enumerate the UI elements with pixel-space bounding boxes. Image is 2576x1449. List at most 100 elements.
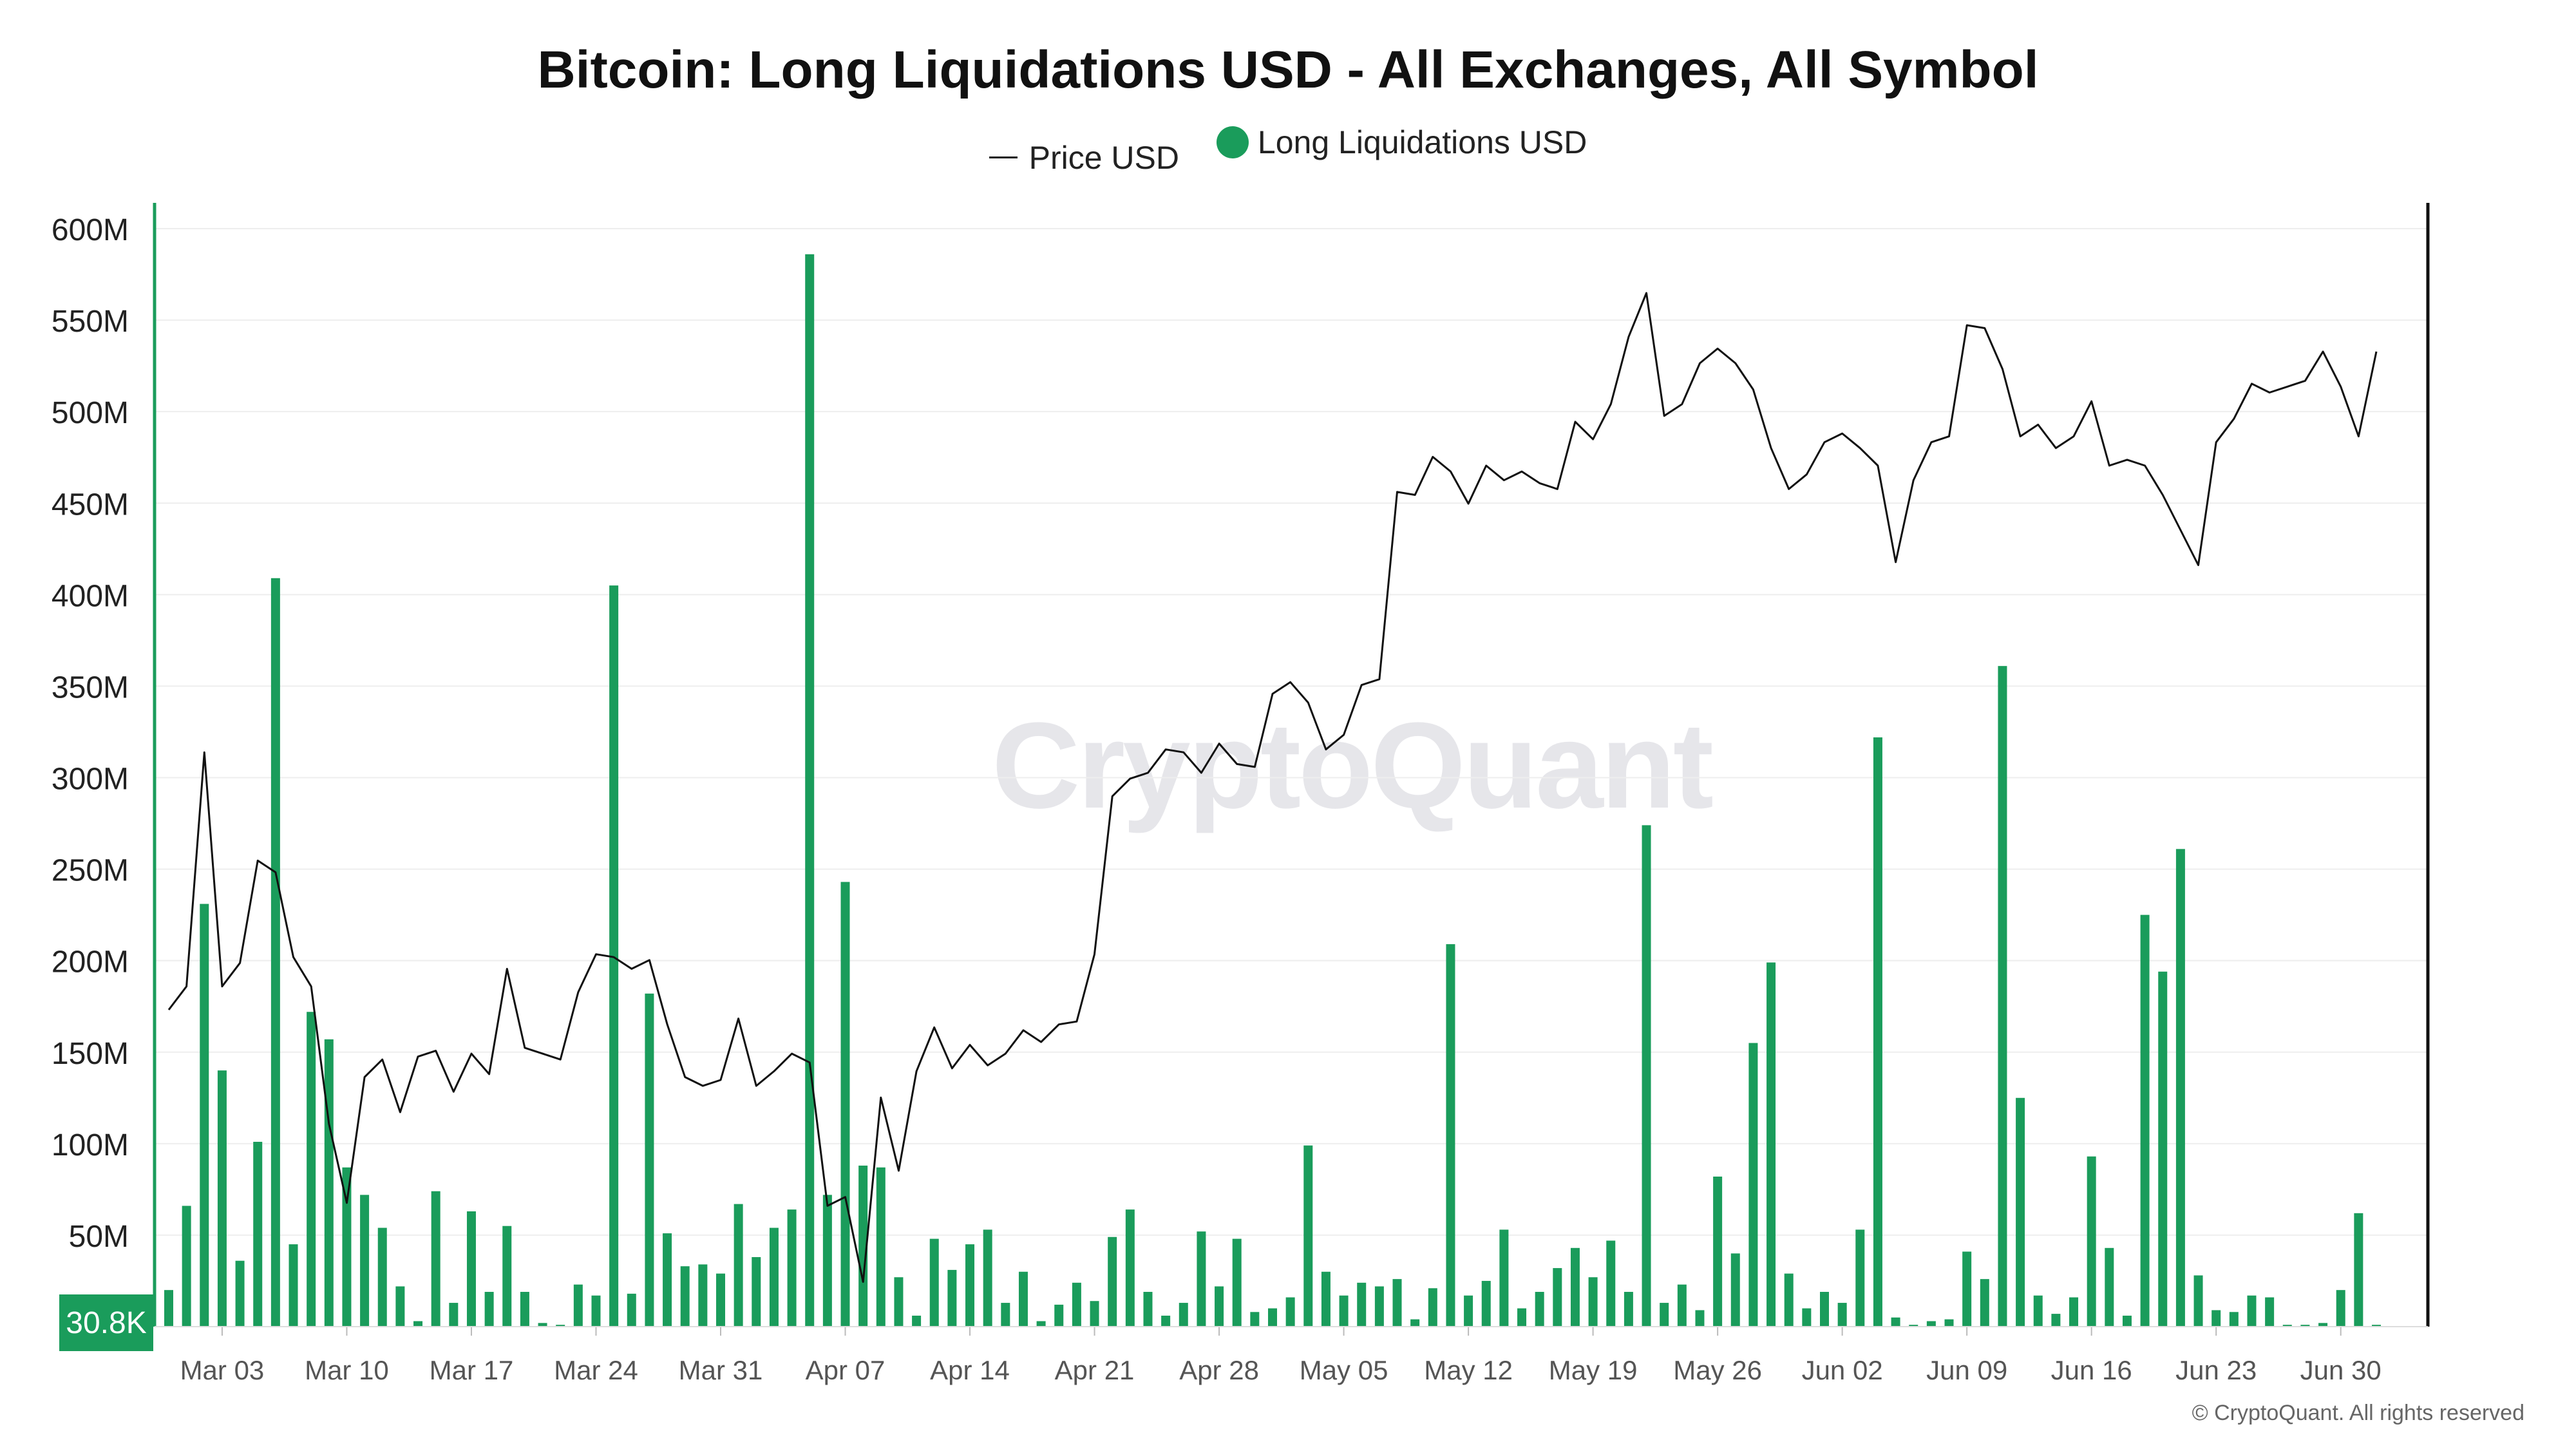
liquidation-bar (217, 1070, 227, 1327)
legend-dot-swatch (1216, 126, 1249, 158)
liquidation-bar (1428, 1288, 1437, 1327)
x-tick-label: Apr 14 (930, 1355, 1010, 1385)
liquidation-bar (1891, 1317, 1900, 1327)
left-current-badge-label: 30.8K (66, 1306, 146, 1340)
liquidation-bar (556, 1325, 565, 1327)
left-tick-label: 400M (52, 579, 129, 613)
axis-labels: 600M 550M 500M 450M 400M 350M 300M 250M 200M 150M… (52, 213, 2382, 1385)
liquidation-bar (182, 1206, 191, 1327)
liquidation-bar (1873, 737, 1882, 1327)
x-tick-label: Jun 09 (1926, 1355, 2007, 1385)
liquidation-bar (1001, 1303, 1010, 1327)
liquidation-bar (1998, 666, 2007, 1327)
liquidation-bar (840, 882, 850, 1327)
liquidation-bar (947, 1269, 957, 1327)
liquidation-bar (1125, 1209, 1135, 1327)
liquidation-bar (1802, 1308, 1812, 1327)
liquidation-bar (876, 1167, 886, 1327)
legend-label-liquidations: Long Liquidations USD (1257, 124, 1587, 160)
liquidation-bar (2087, 1156, 2096, 1327)
liquidation-bar (1090, 1301, 1099, 1327)
liquidation-bar (1517, 1308, 1527, 1327)
x-tick-label: Apr 21 (1055, 1355, 1135, 1385)
left-tick-label: 550M (52, 305, 129, 339)
x-tick-label: Jun 16 (2051, 1355, 2132, 1385)
liquidation-bar (1553, 1268, 1562, 1327)
liquidation-bar (395, 1286, 405, 1327)
liquidation-bar (2033, 1295, 2043, 1327)
liquidation-bar (2105, 1247, 2114, 1327)
liquidation-bar (680, 1266, 690, 1327)
liquidation-bar (1642, 825, 1651, 1327)
liquidation-bar (289, 1244, 298, 1327)
price-line (167, 292, 2378, 1283)
liquidation-bar (1357, 1282, 1367, 1327)
liquidation-bar (520, 1292, 529, 1327)
liquidation-bar (1481, 1280, 1491, 1327)
liquidation-bar (2122, 1315, 2132, 1327)
liquidation-bar (2016, 1097, 2025, 1327)
legend-item-price[interactable]: Price USD (989, 139, 1179, 176)
x-tick-label: Jun 30 (2300, 1355, 2382, 1385)
watermark: CryptoQuant (992, 697, 1714, 834)
liquidation-bar (1232, 1238, 1242, 1327)
liquidation-bar (787, 1209, 797, 1327)
legend-label-price: Price USD (1028, 139, 1179, 176)
liquidation-bar (164, 1290, 173, 1327)
x-tick-label: May 19 (1549, 1355, 1638, 1385)
liquidation-bar (1018, 1271, 1028, 1327)
liquidation-bar (431, 1191, 440, 1327)
liquidation-bar (1535, 1292, 1544, 1327)
grid-lines (155, 228, 2428, 1236)
liquidation-bar (983, 1229, 992, 1327)
liquidation-bar (805, 254, 815, 1327)
left-tick-label: 200M (52, 945, 129, 980)
liquidation-bar (734, 1204, 743, 1327)
x-tick-label: Mar 31 (679, 1355, 763, 1385)
liquidation-bar (752, 1257, 761, 1327)
chart-title: Bitcoin: Long Liquidations USD - All Exc… (537, 41, 2039, 99)
liquidation-bar (1820, 1292, 1829, 1327)
liquidation-bar (324, 1039, 334, 1327)
liquidation-bar (1446, 944, 1455, 1327)
left-tick-label: 500M (52, 396, 129, 430)
liquidation-bar (1624, 1292, 1633, 1327)
liquidation-bar (1730, 1253, 1740, 1327)
liquidation-bar (2300, 1325, 2310, 1327)
liquidation-bar (449, 1303, 459, 1327)
legend-item-liquidations[interactable]: Long Liquidations USD (1216, 124, 1587, 161)
liquidation-bar (200, 904, 209, 1327)
liquidation-bars (164, 254, 2381, 1327)
left-current-badge (59, 1294, 153, 1351)
liquidation-bar (413, 1321, 423, 1327)
liquidation-bar (2175, 849, 2185, 1327)
liquidation-bar (2265, 1297, 2275, 1327)
liquidation-bar (1909, 1325, 1918, 1327)
liquidation-bar (1321, 1271, 1331, 1327)
x-tick-label: Mar 03 (180, 1355, 265, 1385)
liquidation-bar (377, 1227, 387, 1327)
liquidation-bar (1855, 1229, 1865, 1327)
liquidation-bar (1837, 1303, 1847, 1327)
liquidation-bar (466, 1211, 476, 1327)
liquidation-bar (307, 1012, 316, 1327)
liquidation-bar (1962, 1251, 1972, 1327)
liquidation-bar (1926, 1321, 1936, 1327)
x-tick-label: Apr 28 (1179, 1355, 1259, 1385)
liquidation-bar (929, 1238, 939, 1327)
liquidation-bar (645, 993, 654, 1327)
liquidation-bar (1464, 1295, 1473, 1327)
liquidation-bar (342, 1167, 352, 1327)
liquidation-bar (270, 578, 280, 1327)
legend: Price USD Long Liquidations USD (0, 124, 2576, 176)
liquidation-bar (502, 1226, 512, 1327)
liquidation-bar (2282, 1325, 2292, 1327)
liquidation-bar (1410, 1319, 1420, 1327)
liquidation-bar (716, 1273, 725, 1327)
liquidation-bar (822, 1195, 832, 1327)
liquidation-bar (858, 1165, 868, 1327)
left-tick-label: 350M (52, 670, 129, 705)
legend-line-swatch (989, 156, 1018, 158)
liquidation-bar (1197, 1231, 1206, 1327)
